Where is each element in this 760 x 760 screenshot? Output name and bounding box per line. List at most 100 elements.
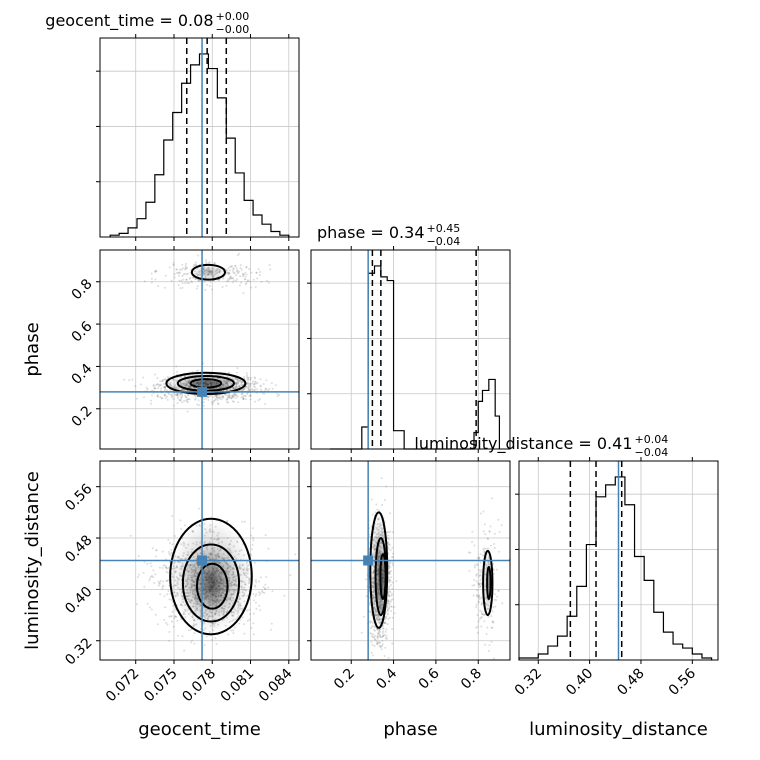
sample-point <box>168 631 171 633</box>
sample-point <box>264 583 267 586</box>
sample-point <box>232 632 235 635</box>
sample-point <box>246 378 249 381</box>
sample-point <box>362 615 365 618</box>
sample-point <box>386 537 389 540</box>
sample-point <box>235 394 238 397</box>
sample-point <box>388 595 391 598</box>
sample-point <box>371 621 374 624</box>
sample-point <box>249 389 252 392</box>
sample-point <box>246 392 249 395</box>
sample-point <box>252 536 255 539</box>
sample-point <box>213 262 216 265</box>
sample-point <box>157 285 160 288</box>
sample-point <box>389 549 392 552</box>
sample-point <box>372 633 375 636</box>
sample-point <box>248 384 251 387</box>
sample-point <box>252 622 255 625</box>
sample-point <box>485 547 488 550</box>
sample-point <box>162 386 165 389</box>
sample-point <box>378 633 380 636</box>
sample-point <box>480 616 483 619</box>
sample-point <box>166 389 168 392</box>
sample-point <box>294 553 297 556</box>
sample-point <box>175 271 178 274</box>
sample-point <box>250 394 252 397</box>
sample-point <box>241 520 244 523</box>
sample-point <box>259 388 262 391</box>
sample-point <box>242 397 245 400</box>
sample-point <box>154 373 156 376</box>
sample-point <box>173 393 176 396</box>
sample-point <box>155 269 158 272</box>
sample-point <box>468 569 471 572</box>
sample-point <box>177 634 179 637</box>
sample-point <box>232 279 235 282</box>
sample-point <box>218 394 221 397</box>
sample-point <box>150 399 153 402</box>
sample-point <box>387 587 390 590</box>
sample-point <box>186 266 188 269</box>
sample-point <box>379 628 381 631</box>
sample-point <box>187 398 190 401</box>
sample-point <box>491 497 494 500</box>
sample-point <box>266 279 269 282</box>
sample-point <box>242 623 245 626</box>
sample-point <box>497 589 500 592</box>
sample-point <box>374 638 377 641</box>
sample-point <box>161 397 164 400</box>
sample-point <box>369 627 372 630</box>
sample-point <box>257 399 260 402</box>
sample-point <box>260 280 263 283</box>
sample-point <box>228 277 231 280</box>
sample-point <box>247 388 250 391</box>
sample-point <box>176 370 178 373</box>
sample-point <box>137 555 140 558</box>
sample-point <box>172 404 175 407</box>
sample-point <box>177 274 180 277</box>
sample-point <box>386 613 389 616</box>
sample-point <box>382 622 385 625</box>
sample-point <box>169 554 172 557</box>
sample-point <box>180 268 183 271</box>
sample-point <box>387 564 390 567</box>
sample-point <box>370 640 373 643</box>
sample-point <box>479 561 482 564</box>
sample-point <box>475 626 478 629</box>
sample-point <box>262 383 265 385</box>
sample-point <box>378 641 381 644</box>
sample-point <box>387 612 390 615</box>
sample-point <box>208 261 211 264</box>
y-tick-label: 0.56 <box>62 481 95 514</box>
sample-point <box>386 599 389 602</box>
sample-point <box>164 388 167 391</box>
sample-point <box>471 541 474 544</box>
sample-point <box>174 615 177 618</box>
sample-point <box>151 574 153 577</box>
sample-point <box>269 628 272 631</box>
sample-point <box>243 375 246 378</box>
sample-point <box>193 632 196 635</box>
sample-point <box>230 277 233 279</box>
sample-point <box>379 636 382 639</box>
sample-point <box>206 283 209 286</box>
sample-point <box>202 404 205 407</box>
sample-point <box>259 385 262 388</box>
sample-point <box>172 263 175 266</box>
sample-point <box>204 288 207 291</box>
sample-point <box>235 274 237 277</box>
sample-point <box>252 633 255 636</box>
sample-point <box>235 279 238 282</box>
sample-point <box>177 272 180 275</box>
sample-point <box>159 396 162 398</box>
sample-point <box>156 395 159 397</box>
sample-point <box>191 281 194 284</box>
sample-point <box>391 642 394 645</box>
sample-point <box>203 398 206 401</box>
sample-point <box>246 377 249 380</box>
contour <box>195 562 229 610</box>
sample-point <box>480 625 483 628</box>
sample-point <box>154 613 157 616</box>
sample-point <box>185 273 188 276</box>
sample-point <box>479 585 481 588</box>
truth-marker <box>197 386 208 397</box>
